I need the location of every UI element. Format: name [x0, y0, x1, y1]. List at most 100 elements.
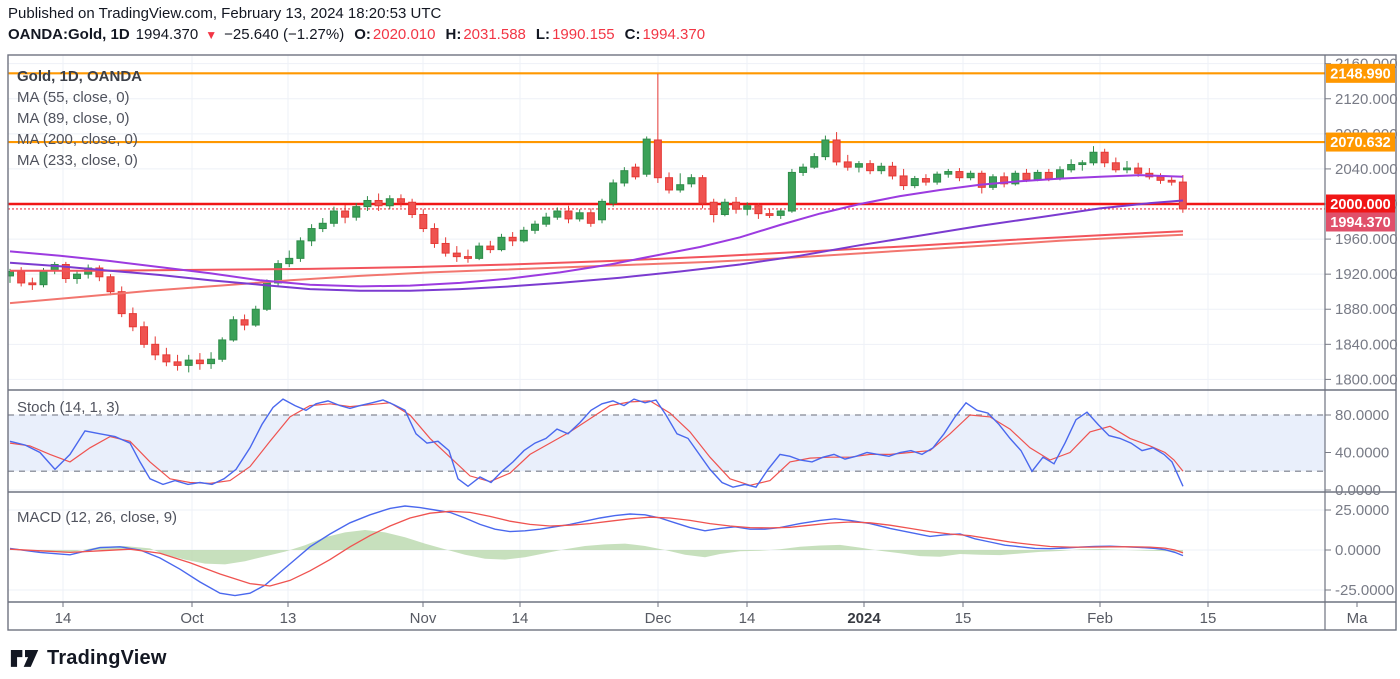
svg-text:1920.000: 1920.000	[1335, 266, 1398, 283]
svg-text:Dec: Dec	[645, 610, 672, 627]
svg-text:14: 14	[55, 610, 72, 627]
svg-text:1960.000: 1960.000	[1335, 231, 1398, 248]
svg-text:2120.000: 2120.000	[1335, 91, 1398, 108]
candle-body	[207, 358, 216, 365]
ohlc-open: O: 2020.010	[354, 26, 435, 43]
high-label: H:	[445, 26, 462, 43]
price-badge	[1326, 194, 1395, 214]
candle-body	[162, 354, 171, 363]
candle-body	[799, 166, 808, 173]
candle-body	[240, 319, 249, 326]
pane-frame	[7, 54, 1397, 631]
svg-text:-25.0000: -25.0000	[1335, 582, 1394, 599]
candle-body	[575, 212, 584, 220]
svg-text:1800.000: 1800.000	[1335, 371, 1398, 388]
down-triangle-icon: ▼	[205, 27, 218, 42]
candle-body	[810, 156, 819, 168]
candle-body	[698, 177, 707, 204]
ohlc-close: C: 1994.370	[625, 26, 705, 43]
candle-body	[732, 201, 741, 210]
svg-text:Ma: Ma	[1347, 610, 1368, 627]
candle-body	[1167, 179, 1176, 183]
candle-body	[117, 291, 126, 315]
candle-body	[743, 205, 752, 210]
candle-body	[307, 228, 316, 242]
svg-text:Feb: Feb	[1087, 610, 1113, 627]
candle-body	[318, 222, 327, 230]
svg-text:13: 13	[280, 610, 297, 627]
candle-body	[776, 210, 785, 216]
candle-body	[910, 178, 919, 187]
candle-body	[140, 326, 149, 345]
macd-line	[9, 505, 1184, 597]
candle-body	[341, 210, 350, 218]
candle-body	[452, 252, 461, 258]
candle-body	[709, 201, 718, 216]
svg-text:2040.000: 2040.000	[1335, 161, 1398, 178]
candle-body	[296, 240, 305, 259]
price-badge	[1326, 212, 1395, 232]
candle-body	[530, 223, 539, 231]
stoch-band	[8, 414, 1325, 472]
svg-text:0.0000: 0.0000	[1335, 542, 1381, 559]
symbol-name[interactable]: OANDA:Gold, 1D	[8, 26, 130, 43]
candle-body	[720, 201, 729, 216]
candle-body	[1055, 169, 1064, 180]
svg-text:2000.000: 2000.000	[1330, 197, 1390, 213]
moving-averages[interactable]	[9, 174, 1184, 305]
tradingview-logo-icon	[10, 650, 39, 667]
macd-histogram	[10, 530, 1183, 565]
low-value: 1990.155	[552, 26, 615, 43]
level-lines[interactable]	[8, 72, 1325, 210]
candles[interactable]	[7, 73, 1187, 373]
close-label: C:	[624, 26, 641, 43]
candle-body	[832, 139, 841, 163]
candle-body	[1000, 176, 1009, 185]
candle-body	[1134, 167, 1143, 174]
ma55-line	[9, 174, 1184, 288]
svg-text:2070.632: 2070.632	[1330, 135, 1390, 151]
candle-body	[866, 163, 875, 172]
candle-body	[274, 263, 283, 284]
candle-body	[754, 205, 763, 215]
candle-body	[475, 245, 484, 259]
candle-body	[73, 273, 82, 280]
candle-body	[821, 139, 830, 158]
candle-body	[787, 171, 796, 212]
time-axis[interactable]: 14 Oct 13 Nov 14 Dec 14 2024 15 Feb 15 Ma	[55, 602, 1368, 627]
candle-body	[854, 163, 863, 168]
candle-body	[28, 282, 37, 286]
candle-body	[17, 271, 26, 284]
svg-text:80.0000: 80.0000	[1335, 407, 1389, 424]
ohlc-low: L: 1990.155	[536, 26, 615, 43]
candle-body	[218, 339, 227, 360]
candle-body	[385, 198, 394, 207]
candle-body	[653, 139, 662, 179]
candle-body	[1156, 176, 1165, 181]
candle-body	[921, 178, 930, 183]
close-value: 1994.370	[642, 26, 706, 43]
price-badge	[1326, 132, 1395, 152]
candle-body	[899, 175, 908, 187]
candle-body	[184, 359, 193, 366]
candle-body	[966, 172, 975, 179]
candle-body	[95, 267, 104, 278]
tradingview-brand[interactable]: TradingView	[10, 644, 167, 672]
candle-body	[497, 236, 506, 251]
candle-body	[542, 216, 551, 225]
svg-text:1880.000: 1880.000	[1335, 301, 1398, 318]
candle-body	[944, 171, 953, 175]
candle-body	[430, 228, 439, 244]
high-value: 2031.588	[463, 26, 526, 43]
macd-lines[interactable]	[9, 505, 1184, 597]
stoch-lines[interactable]	[9, 398, 1184, 488]
candle-body	[564, 210, 573, 220]
candle-body	[665, 177, 674, 191]
symbol-bar: OANDA:Gold, 1D 1994.370 ▼ −25.640 (−1.27…	[8, 26, 705, 43]
candle-body	[396, 198, 405, 203]
svg-text:1840.000: 1840.000	[1335, 336, 1398, 353]
svg-text:14: 14	[512, 610, 529, 627]
price-badges: 2148.990 2070.632 2000.000 1994.370	[1326, 63, 1395, 232]
candle-body	[977, 172, 986, 188]
